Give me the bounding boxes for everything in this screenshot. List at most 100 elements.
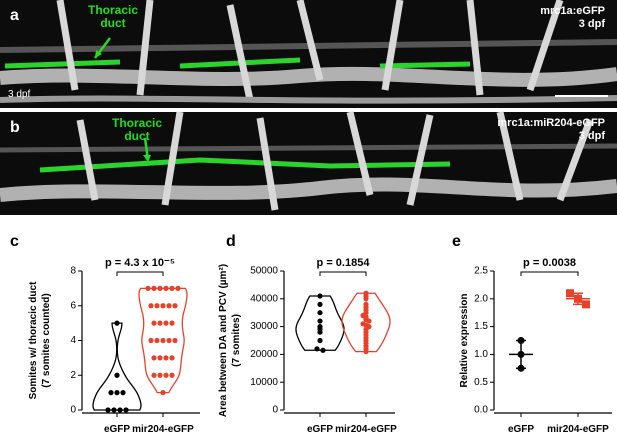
data-point xyxy=(117,407,123,413)
data-point xyxy=(317,301,323,307)
caption: mrc1a:eGFP 3 dpf xyxy=(540,5,605,30)
caption-line: mrc1a:miR204-eGFP xyxy=(497,117,605,129)
x-tick-label: mir204-eGFP xyxy=(335,424,397,435)
annotation: Thoracic duct xyxy=(88,3,138,30)
data-point xyxy=(114,390,120,396)
y-axis-label-line: (7 somites) xyxy=(231,314,242,367)
data-point xyxy=(157,372,163,378)
violin xyxy=(92,322,142,411)
data-point xyxy=(163,355,169,361)
panel-label: b xyxy=(10,119,20,136)
caption-line: mrc1a:eGFP xyxy=(540,5,605,17)
panel-label: d xyxy=(226,233,236,250)
data-point xyxy=(163,320,169,326)
data-point xyxy=(151,355,157,361)
panel-label: c xyxy=(10,233,19,250)
y-axis-label-line: (7 somites counted) xyxy=(41,293,52,387)
data-point xyxy=(154,303,160,309)
x-tick-label: mir204-eGFP xyxy=(132,424,194,435)
x-tick-label: eGFP xyxy=(508,424,534,435)
caption-line: 3 dpf xyxy=(579,130,606,142)
data-point xyxy=(111,407,117,413)
data-point xyxy=(166,303,172,309)
data-point xyxy=(163,372,169,378)
data-point xyxy=(317,293,323,299)
data-point xyxy=(314,346,320,352)
data-point xyxy=(114,372,120,378)
data-point xyxy=(566,289,574,298)
data-point xyxy=(114,320,120,326)
y-tick-label: 50000 xyxy=(250,266,278,277)
note: 3 dpf xyxy=(8,89,30,100)
annotation: p = 0.1854 xyxy=(317,257,371,269)
significance-bracket xyxy=(319,271,367,276)
x-tick-label: mir204-eGFP xyxy=(547,424,609,435)
annotation-line: Thoracic xyxy=(112,116,162,130)
data-point xyxy=(148,303,154,309)
y-tick-label: 2.0 xyxy=(474,293,488,304)
data-point xyxy=(157,320,163,326)
data-point xyxy=(160,390,166,396)
annotation: p = 0.0038 xyxy=(523,257,576,269)
y-tick-label: 0 xyxy=(272,405,278,416)
data-point xyxy=(157,285,163,291)
panel-label: e xyxy=(452,233,461,250)
micrograph-b xyxy=(0,111,617,215)
annotation-line: duct xyxy=(100,16,125,30)
data-point xyxy=(517,364,525,372)
data-point xyxy=(154,337,160,344)
y-tick-label: 6 xyxy=(70,300,76,311)
y-tick-label: 30000 xyxy=(250,321,278,332)
panel-label: a xyxy=(10,7,19,24)
data-point xyxy=(145,285,151,291)
data-point xyxy=(169,372,175,378)
annotation-line: duct xyxy=(124,129,149,143)
data-point xyxy=(320,347,326,353)
y-axis-label: Relative expression xyxy=(459,294,470,388)
y-tick-label: 0.0 xyxy=(474,405,488,416)
y-axis-label-line: Area between DA and PCV (µm²) xyxy=(218,264,229,417)
data-point xyxy=(317,329,323,335)
y-tick-label: 10000 xyxy=(250,377,278,388)
data-point xyxy=(151,372,157,378)
y-tick-label: 1.0 xyxy=(474,349,488,360)
annotation: Thoracic duct xyxy=(112,116,162,143)
violin xyxy=(341,292,391,353)
y-axis-label: Area between DA and PCV (µm²) (7 somites) xyxy=(218,264,242,417)
data-point xyxy=(582,300,590,309)
data-point xyxy=(151,285,157,291)
violin xyxy=(295,295,345,351)
data-point xyxy=(151,320,157,326)
data-point xyxy=(517,337,525,344)
data-point xyxy=(169,355,175,361)
y-axis-label: Somites w/ thoracic duct (7 somites count… xyxy=(28,281,52,399)
annotation: p = 4.3 x 10⁻⁵ xyxy=(105,257,175,269)
data-point xyxy=(169,285,175,291)
data-point xyxy=(317,310,323,316)
caption-line: 3 dpf xyxy=(579,18,606,30)
y-tick-label: 8 xyxy=(70,266,76,277)
data-point xyxy=(172,303,178,309)
data-point xyxy=(366,318,372,324)
y-tick-label: 2.5 xyxy=(474,266,488,277)
violin xyxy=(138,287,188,394)
y-tick-label: 20000 xyxy=(250,349,278,360)
caption: mrc1a:miR204-eGFP 3 dpf xyxy=(497,117,605,142)
x-tick-label: eGFP xyxy=(104,424,130,435)
data-point xyxy=(166,337,172,344)
data-point xyxy=(172,337,178,344)
annotation-line: Thoracic xyxy=(88,3,138,17)
data-point xyxy=(105,407,111,413)
y-axis-label-line: Relative expression xyxy=(459,294,470,388)
data-point xyxy=(120,390,126,396)
data-point xyxy=(363,296,369,302)
y-tick-label: 1.5 xyxy=(474,321,488,332)
data-point xyxy=(317,318,323,324)
significance-bracket xyxy=(520,271,579,276)
data-point xyxy=(160,303,166,309)
x-tick-label: eGFP xyxy=(307,424,333,435)
data-point xyxy=(148,337,154,344)
data-point xyxy=(175,285,181,291)
y-tick-label: 4 xyxy=(70,335,76,346)
